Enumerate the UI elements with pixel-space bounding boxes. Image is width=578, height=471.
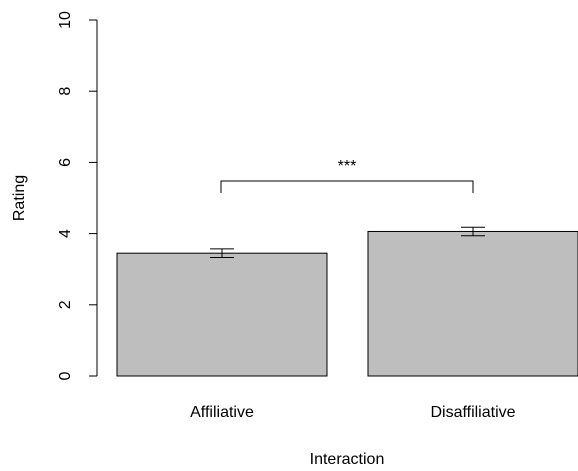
x-tick-labels: Affiliative Disaffiliative xyxy=(190,404,516,421)
y-tick-label: 0 xyxy=(57,371,74,380)
y-tick-label: 10 xyxy=(57,11,74,29)
bar-affiliative xyxy=(116,252,328,377)
x-axis-title: Interaction xyxy=(310,451,385,466)
y-tick-label: 4 xyxy=(57,229,74,238)
y-axis-title: Rating xyxy=(11,175,28,221)
significance-label: *** xyxy=(338,158,357,175)
x-tick-label-affiliative: Affiliative xyxy=(190,404,254,421)
bar-disaffiliative xyxy=(367,230,578,377)
error-bars xyxy=(210,226,485,258)
error-bar-disaffiliative xyxy=(461,226,485,237)
x-tick-label-disaffiliative: Disaffiliative xyxy=(430,404,515,421)
y-ticks: 0 2 4 6 8 10 xyxy=(57,11,97,380)
y-tick-label: 8 xyxy=(57,87,74,96)
y-tick-label: 6 xyxy=(57,158,74,167)
bars xyxy=(116,230,578,377)
y-tick-label: 2 xyxy=(57,300,74,309)
significance-bracket: *** xyxy=(220,158,474,193)
error-bar-affiliative xyxy=(210,248,234,258)
significance-bracket-line xyxy=(220,180,474,193)
